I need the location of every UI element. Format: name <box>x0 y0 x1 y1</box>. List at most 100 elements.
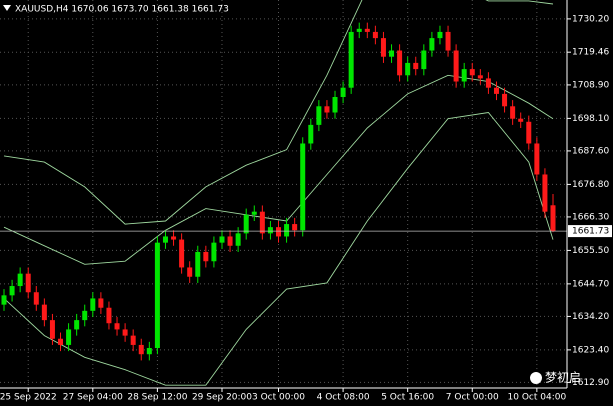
axes: 1730.20 1719.46 1708.90 1698.10 1687.60 1676.… <box>0 14 612 403</box>
candle-body <box>429 38 435 51</box>
candle-body <box>179 239 185 268</box>
candle-body <box>25 273 31 293</box>
candle-body <box>195 251 201 277</box>
candle-body <box>364 28 370 32</box>
y-tick-label: 1719.46 <box>572 48 609 58</box>
x-tick-label: 3 Oct 00:00 <box>252 393 305 403</box>
header: XAUUSD,H4 1670.06 1673.70 1661.38 1661.7… <box>15 5 229 15</box>
y-tick-label: 1623.40 <box>572 345 609 355</box>
candle-body <box>534 143 540 175</box>
current-price-label: 1661.73 <box>572 227 609 237</box>
candle-body <box>276 227 281 237</box>
candle-body <box>445 31 451 51</box>
candle-body <box>469 69 475 76</box>
x-tick-label: 27 Sep 04:00 <box>63 393 123 403</box>
candle-body <box>106 307 112 324</box>
candle-body <box>380 38 386 57</box>
band-lower <box>3 112 554 386</box>
candle-body <box>82 310 88 321</box>
candle-body <box>292 224 298 231</box>
candle-body <box>171 236 177 240</box>
candle-body <box>332 97 338 113</box>
candle-body <box>187 267 193 277</box>
plot-area <box>0 0 567 386</box>
candle-body <box>203 251 209 262</box>
candle-body <box>518 118 524 122</box>
candle-body <box>316 106 322 125</box>
candle-body <box>90 298 96 311</box>
candle-body <box>550 205 556 232</box>
candle-body <box>227 236 233 246</box>
x-tick-label: 25 Sep 2022 <box>0 393 57 403</box>
current-price-box <box>568 225 612 238</box>
candle-body <box>114 323 120 330</box>
candle-body <box>324 106 330 113</box>
candle-body <box>485 78 491 88</box>
candle-body <box>154 242 160 349</box>
candle-body <box>49 320 55 339</box>
candle-body <box>130 335 136 345</box>
candle-body <box>308 124 314 144</box>
candle-body <box>9 286 15 296</box>
candle-body <box>340 87 346 97</box>
candle-body <box>66 329 72 345</box>
candle-body <box>58 338 64 345</box>
candle-body <box>122 329 128 336</box>
y-tick-label: 1698.10 <box>572 114 609 124</box>
candle-body <box>413 62 419 70</box>
candle-body <box>211 242 217 262</box>
watermark-logo <box>530 372 542 384</box>
candle-body <box>235 233 241 246</box>
candle-body <box>41 304 47 321</box>
candle-body <box>98 298 104 308</box>
candle-body <box>138 344 144 355</box>
x-tick-label: 28 Sep 12:00 <box>127 393 187 403</box>
candle-body <box>405 62 411 76</box>
x-tick-label: 29 Sep 20:00 <box>192 393 252 403</box>
candle-body <box>461 69 467 82</box>
y-tick-label: 1612.90 <box>572 378 609 388</box>
x-tick-label: 10 Oct 04:00 <box>508 393 567 403</box>
symbol-icon <box>3 5 11 11</box>
candle-body <box>146 348 152 355</box>
candle-body <box>259 211 265 234</box>
y-tick-label: 1655.50 <box>572 246 609 256</box>
candle-body <box>542 174 548 212</box>
candle-body <box>33 292 39 305</box>
candle-body <box>219 236 225 243</box>
candle-body <box>251 211 257 215</box>
y-tick-label: 1687.60 <box>572 146 609 156</box>
candle-body <box>437 31 443 39</box>
candle-body <box>397 50 403 76</box>
candle-body <box>74 320 80 330</box>
band-upper <box>3 0 554 225</box>
x-tick-label: 7 Oct 00:00 <box>446 393 499 403</box>
candle-body <box>510 106 516 119</box>
candle-body <box>1 295 7 305</box>
candle-body <box>267 227 273 234</box>
candle-body <box>502 93 508 107</box>
candle-body <box>372 31 378 39</box>
watermark: 梦初启 <box>545 371 581 385</box>
y-tick-label: 1634.20 <box>572 312 609 322</box>
candle-body <box>300 143 306 231</box>
candle-body <box>421 50 427 70</box>
x-tick-label: 5 Oct 16:00 <box>381 393 434 403</box>
y-tick-label: 1666.30 <box>572 212 609 222</box>
candle-body <box>17 273 23 287</box>
y-tick-label: 1730.20 <box>572 14 609 24</box>
y-tick-label: 1676.80 <box>572 180 609 190</box>
candle-body <box>477 75 483 79</box>
candle-body <box>284 224 290 237</box>
candle-body <box>526 121 532 144</box>
candle-body <box>493 87 499 94</box>
candle-body <box>356 28 362 32</box>
candle-body <box>162 236 168 243</box>
candle-body <box>453 50 459 82</box>
x-tick-label: 4 Oct 08:00 <box>317 393 370 403</box>
y-tick-label: 1644.70 <box>572 279 609 289</box>
y-tick-label: 1708.90 <box>572 80 609 90</box>
candle-body <box>243 214 249 234</box>
candle-body <box>348 31 354 88</box>
candle-body <box>389 50 395 57</box>
